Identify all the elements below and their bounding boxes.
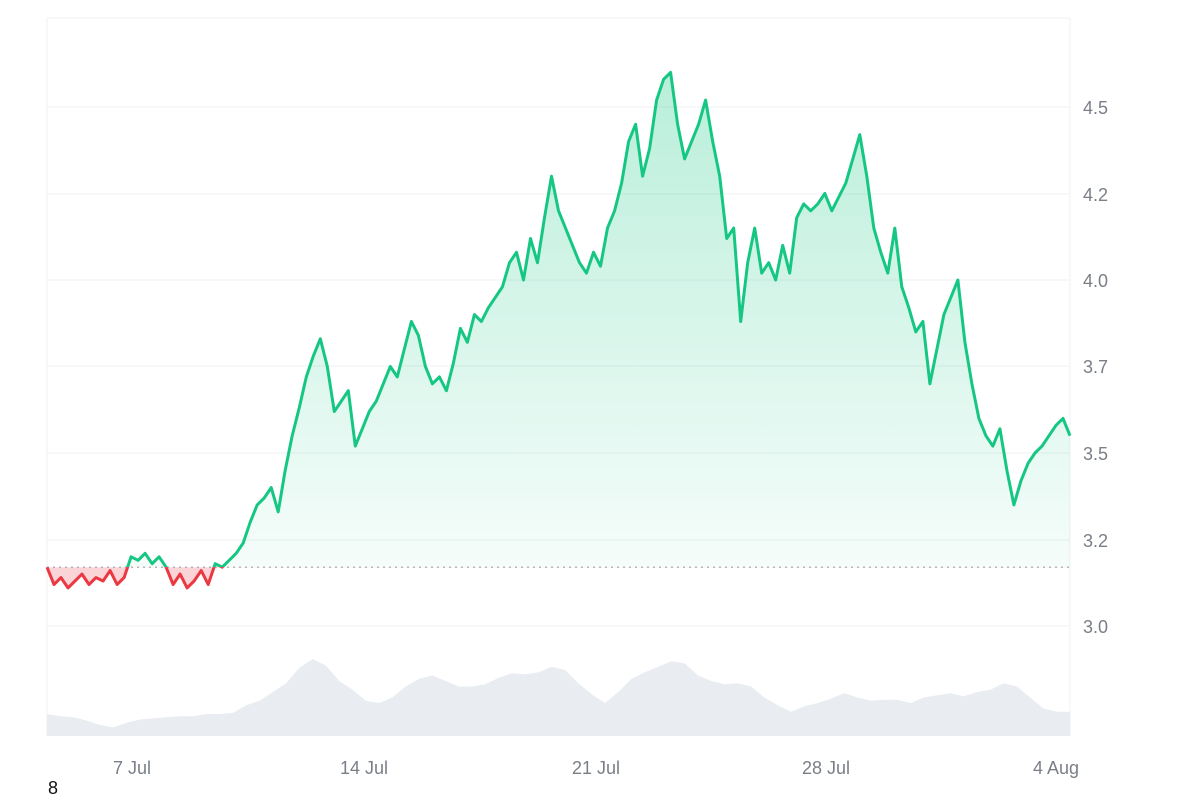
y-tick-label: 3.7	[1083, 357, 1108, 377]
y-tick-label: 4.5	[1083, 98, 1108, 118]
y-tick-label: 4.2	[1083, 185, 1108, 205]
x-tick-label: 4 Aug	[1033, 758, 1079, 778]
corner-label: 8	[48, 778, 59, 798]
price-area	[47, 72, 1070, 588]
price-line-up	[47, 70, 1072, 568]
x-tick-label: 28 Jul	[802, 758, 850, 778]
price-line	[45, 70, 1072, 590]
area-fill-up	[127, 72, 1070, 568]
x-tick-label: 14 Jul	[340, 758, 388, 778]
x-axis-labels: 7 Jul 14 Jul 21 Jul 28 Jul 4 Aug	[113, 758, 1079, 778]
y-tick-label: 3.0	[1083, 617, 1108, 637]
x-tick-label: 21 Jul	[572, 758, 620, 778]
x-tick-label: 7 Jul	[113, 758, 151, 778]
y-tick-label: 3.5	[1083, 444, 1108, 464]
y-tick-label: 4.0	[1083, 271, 1108, 291]
y-axis-labels: 3.0 3.2 3.5 3.7 4.0 4.2 4.5	[1083, 98, 1108, 637]
volume-bars	[47, 659, 1070, 736]
volume-area	[47, 659, 1070, 736]
y-tick-label: 3.2	[1083, 531, 1108, 551]
